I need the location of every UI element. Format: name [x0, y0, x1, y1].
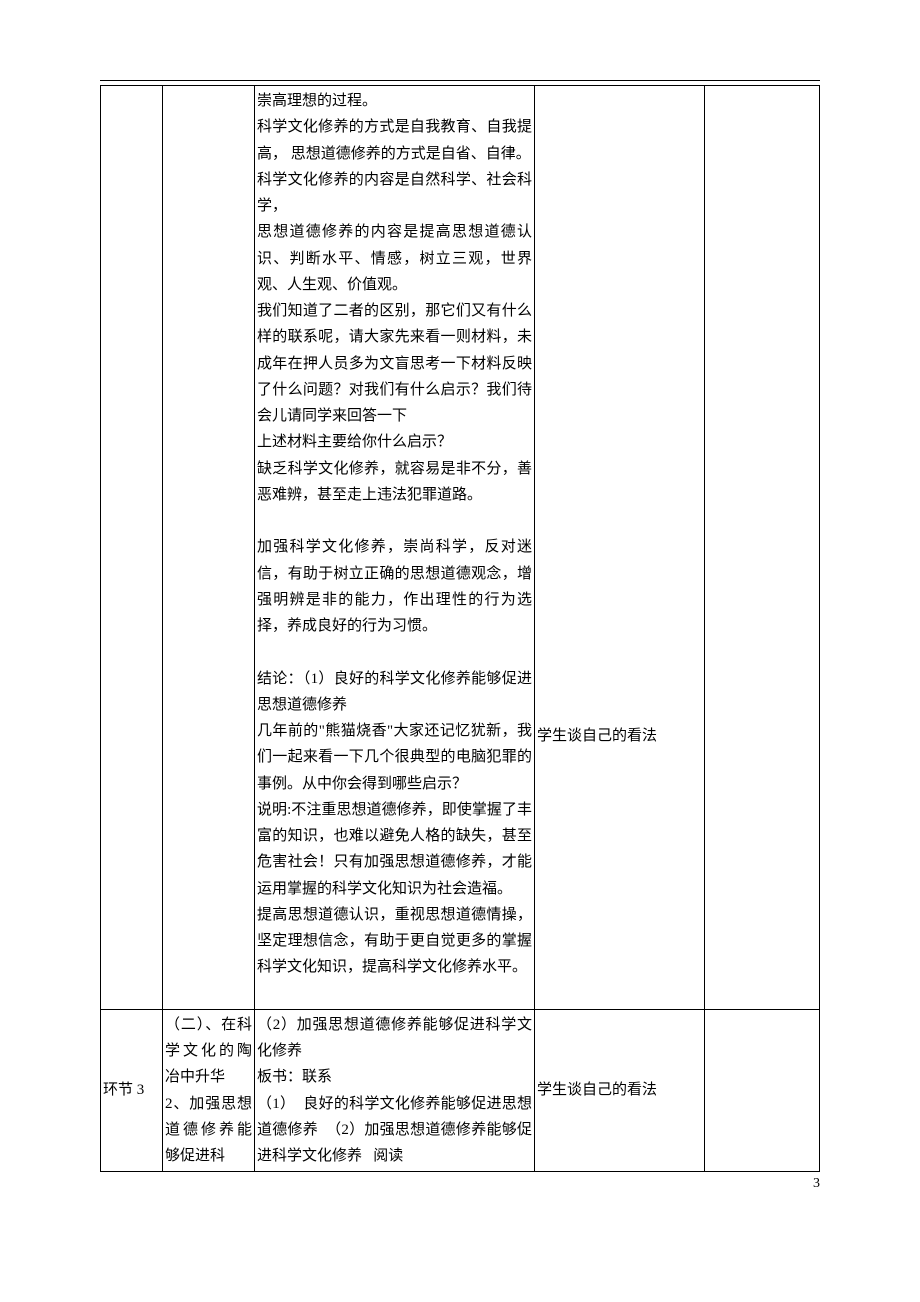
- paragraph: [257, 508, 532, 534]
- cell-teacher-activity: （2）加强思想道德修养能够促进科学文化修养 板书：联系 （1） 良好的科学文化修…: [255, 1009, 535, 1172]
- cell-remarks: [705, 86, 820, 1010]
- paragraph: 我们知道了二者的区别，那它们又有什么样的联系呢，请大家先来看一则材料，未成年在押…: [257, 298, 532, 429]
- cell-step-label: 环节 3: [101, 1009, 163, 1172]
- paragraph: 结论：（1）良好的科学文化修养能够促进思想道德修养: [257, 666, 532, 719]
- cell-section-label: [163, 86, 255, 1010]
- cell-section-label: （二）、在科学文化的陶冶中升华 2、加强思想道德修养能够促进科: [163, 1009, 255, 1172]
- student-note: 学生谈自己的看法: [537, 728, 657, 744]
- paragraph: 加强科学文化修养，崇尚科学，反对迷信，有助于树立正确的思想道德观念，增强明辨是非…: [257, 534, 532, 639]
- paragraph: 上述材料主要给你什么启示？: [257, 429, 532, 455]
- paragraph: 科学文化修养的内容是自然科学、社会科学，: [257, 167, 532, 220]
- student-note: 学生谈自己的看法: [537, 1082, 657, 1098]
- paragraph: [257, 981, 532, 1007]
- paragraph: 提高思想道德认识，重视思想道德情操，坚定理想信念，有助于更自觉更多的掌握科学文化…: [257, 902, 532, 981]
- top-rule: [100, 80, 820, 81]
- cell-student-activity: 学生谈自己的看法: [535, 1009, 705, 1172]
- table-row: 环节 3 （二）、在科学文化的陶冶中升华 2、加强思想道德修养能够促进科 （2）…: [101, 1009, 820, 1172]
- cell-teacher-activity: 崇高理想的过程。 科学文化修养的方式是自我教育、自我提高， 思想道德修养的方式是…: [255, 86, 535, 1010]
- table-row: 崇高理想的过程。 科学文化修养的方式是自我教育、自我提高， 思想道德修养的方式是…: [101, 86, 820, 1010]
- paragraph: 缺乏科学文化修养，就容易是非不分，善恶难辨，甚至走上违法犯罪道路。: [257, 456, 532, 509]
- paragraph: 科学文化修养的方式是自我教育、自我提高， 思想道德修养的方式是自省、自律。: [257, 114, 532, 167]
- paragraph: 说明:不注重思想道德修养，即使掌握了丰富的知识，也难以避免人格的缺失，甚至危害社…: [257, 797, 532, 902]
- paragraph: 崇高理想的过程。: [257, 88, 532, 114]
- paragraph: 思想道德修养的内容是提高思想道德认识、判断水平、情感，树立三观，世界观、人生观、…: [257, 219, 532, 298]
- paragraph: [257, 639, 532, 665]
- cell-step-label: [101, 86, 163, 1010]
- page-container: 崇高理想的过程。 科学文化修养的方式是自我教育、自我提高， 思想道德修养的方式是…: [0, 0, 920, 1212]
- cell-student-activity: 学生谈自己的看法: [535, 86, 705, 1010]
- paragraph: 几年前的"熊猫烧香"大家还记忆犹新，我们一起来看一下几个很典型的电脑犯罪的事例。…: [257, 718, 532, 797]
- cell-remarks: [705, 1009, 820, 1172]
- lesson-plan-table: 崇高理想的过程。 科学文化修养的方式是自我教育、自我提高， 思想道德修养的方式是…: [100, 85, 820, 1172]
- page-number: 3: [813, 1176, 820, 1192]
